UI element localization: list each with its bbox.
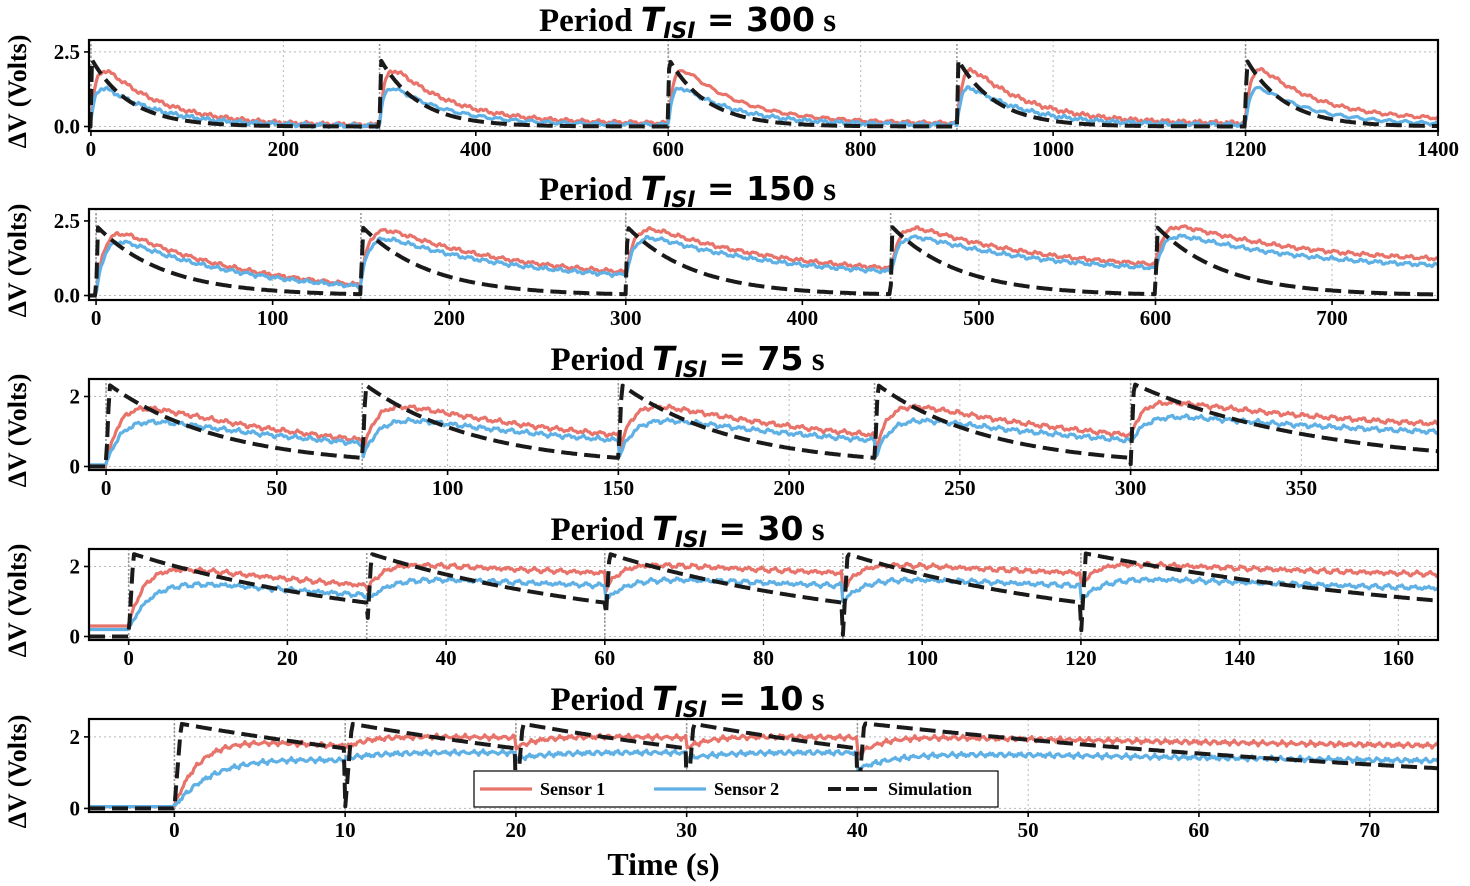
x-tick-label: 600 xyxy=(652,137,684,161)
x-tick-label: 0 xyxy=(86,137,97,161)
axes-frame xyxy=(87,38,1440,133)
x-tick-label: 1200 xyxy=(1225,137,1267,161)
subplot-1: 0 200 400 600 800 1000 1200 1400 0.0 2.5 ΔV (Volts… xyxy=(3,0,1459,161)
x-tick-label: 0 xyxy=(169,818,180,842)
chart-title: Period TISI = 75 s xyxy=(550,339,824,383)
series-simulation-line xyxy=(89,551,1438,639)
y-tick-label: 0.0 xyxy=(54,284,80,308)
x-tick-label: 800 xyxy=(845,137,877,161)
x-tick-label: 10 xyxy=(335,818,356,842)
y-tick-label: 2.5 xyxy=(54,209,80,233)
x-tick-label: 200 xyxy=(268,137,300,161)
x-tick-label: 20 xyxy=(505,818,526,842)
y-axis-label: ΔV (Volts) xyxy=(3,204,32,318)
axes-frame xyxy=(87,377,1440,472)
y-tick-label: 0.0 xyxy=(54,115,80,139)
x-tick-label: 0 xyxy=(123,646,134,670)
series-simulation-line xyxy=(89,721,1438,811)
x-tick-label: 200 xyxy=(773,476,805,500)
series-sensor-1-line xyxy=(89,560,1438,628)
series-simulation-line xyxy=(89,382,1438,469)
y-tick-label: 0 xyxy=(70,455,81,479)
series-simulation-line xyxy=(89,57,1438,129)
x-tick-label: 400 xyxy=(460,137,492,161)
legend-label-simulation: Simulation xyxy=(888,779,972,799)
legend-label-sensor-2: Sensor 2 xyxy=(714,779,779,799)
series-sensor-2-line xyxy=(89,748,1438,809)
legend-frame xyxy=(473,770,999,808)
x-tick-label: 500 xyxy=(963,306,995,330)
series-sensor-2-line xyxy=(89,413,1438,467)
series-sensor-2-line xyxy=(89,233,1438,298)
y-tick-label: 0 xyxy=(70,796,81,820)
series-sensor-1-line xyxy=(89,224,1438,298)
x-tick-label: 200 xyxy=(433,306,465,330)
x-tick-label: 100 xyxy=(906,646,938,670)
series-sensor-2-line xyxy=(89,576,1438,632)
x-tick-label: 1400 xyxy=(1417,137,1459,161)
x-tick-label: 80 xyxy=(753,646,774,670)
x-tick-label: 40 xyxy=(436,646,457,670)
x-tick-label: 40 xyxy=(847,818,868,842)
x-tick-label: 400 xyxy=(787,306,819,330)
x-tick-label: 600 xyxy=(1140,306,1172,330)
x-tick-label: 50 xyxy=(266,476,287,500)
x-axis-label: Time (s) xyxy=(607,846,719,882)
x-tick-label: 1000 xyxy=(1032,137,1074,161)
x-tick-label: 160 xyxy=(1383,646,1415,670)
x-tick-label: 20 xyxy=(277,646,298,670)
x-tick-label: 50 xyxy=(1018,818,1039,842)
subplot-2: 0 100 200 300 400 500 600 700 0.0 2.5 ΔV (Volts) Pe… xyxy=(3,169,1440,330)
x-tick-label: 100 xyxy=(432,476,464,500)
chart-title: Period TISI = 10 s xyxy=(550,679,824,723)
series-simulation-line xyxy=(89,225,1438,298)
x-tick-label: 150 xyxy=(603,476,635,500)
x-tick-label: 70 xyxy=(1359,818,1380,842)
y-tick-label: 2.5 xyxy=(54,40,80,64)
x-tick-label: 300 xyxy=(1115,476,1147,500)
legend: Sensor 1 Sensor 2 Simulation xyxy=(473,770,999,808)
y-tick-label: 2 xyxy=(70,385,81,409)
subplot-4: 0 20 40 60 80 100 120 140 160 0 2 ΔV (Volts) Period … xyxy=(3,509,1440,670)
x-tick-label: 30 xyxy=(676,818,697,842)
y-tick-label: 2 xyxy=(70,555,81,579)
x-tick-label: 300 xyxy=(610,306,642,330)
axes-frame xyxy=(87,207,1440,302)
x-tick-label: 350 xyxy=(1286,476,1318,500)
chart-title: Period TISI = 300 s xyxy=(539,0,836,44)
x-tick-label: 140 xyxy=(1224,646,1256,670)
x-tick-label: 100 xyxy=(257,306,289,330)
y-tick-label: 2 xyxy=(70,725,81,749)
y-axis-label: ΔV (Volts) xyxy=(3,544,32,658)
x-tick-label: 700 xyxy=(1316,306,1348,330)
y-axis-label: ΔV (Volts) xyxy=(3,715,32,829)
x-tick-label: 0 xyxy=(101,476,112,500)
y-axis-label: ΔV (Volts) xyxy=(3,374,32,488)
series-sensor-1-line xyxy=(89,398,1438,469)
y-axis-label: ΔV (Volts) xyxy=(3,35,32,149)
subplot-5: 0 10 20 30 40 50 60 70 0 2 ΔV (Volts) Period TISI =… xyxy=(3,679,1440,882)
legend-label-sensor-1: Sensor 1 xyxy=(540,779,605,799)
chart-title: Period TISI = 30 s xyxy=(550,509,824,553)
y-tick-label: 0 xyxy=(70,625,81,649)
subplot-3: 0 50 100 150 200 250 300 350 0 2 ΔV (Volts) Period … xyxy=(3,339,1440,500)
x-tick-label: 60 xyxy=(594,646,615,670)
x-tick-label: 60 xyxy=(1188,818,1209,842)
axes-frame xyxy=(87,717,1440,814)
x-tick-label: 0 xyxy=(91,306,102,330)
x-tick-label: 120 xyxy=(1065,646,1097,670)
x-tick-label: 250 xyxy=(944,476,976,500)
chart-title: Period TISI = 150 s xyxy=(539,169,836,213)
